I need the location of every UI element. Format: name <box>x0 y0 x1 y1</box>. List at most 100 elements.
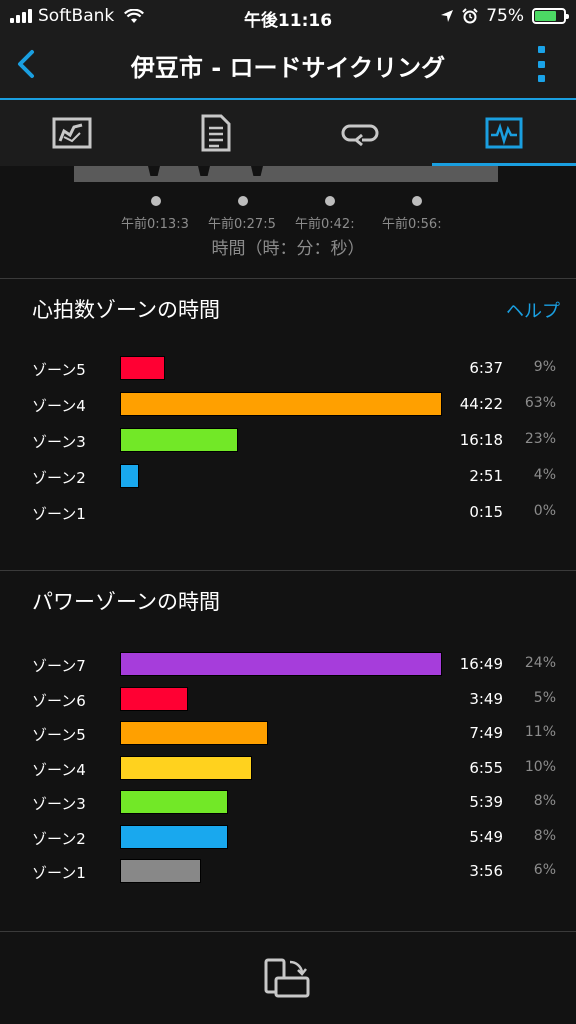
zone-time: 5:49 <box>469 827 503 846</box>
zone-bar <box>120 428 238 452</box>
more-menu-button[interactable] <box>534 46 548 82</box>
section-divider <box>0 931 576 932</box>
wifi-icon <box>124 8 145 23</box>
more-dot-icon <box>537 60 545 68</box>
zone-row: ゾーン5 7:49 11% <box>0 717 576 751</box>
carrier-name: SoftBank <box>38 6 115 26</box>
more-dot-icon <box>537 75 545 82</box>
zone-time: 44:22 <box>459 395 503 413</box>
battery-percent: 75% <box>486 6 524 26</box>
zone-label: ゾーン2 <box>32 469 86 487</box>
status-right: 75% <box>440 6 569 26</box>
location-arrow-icon <box>441 10 454 22</box>
tab-details[interactable] <box>144 100 288 166</box>
zone-time: 0:15 <box>469 503 503 521</box>
zone-row: ゾーン7 16:49 24% <box>0 648 576 682</box>
zone-bar <box>120 790 228 814</box>
zone-row: ゾーン1 0:15 0% <box>0 496 576 530</box>
axis-notch <box>251 166 263 176</box>
axis-notch <box>198 166 210 176</box>
zone-bar <box>120 652 442 676</box>
zone-percent: 24% <box>524 655 556 671</box>
help-link[interactable]: ヘルプ <box>506 301 560 322</box>
zone-percent: 10% <box>524 758 556 775</box>
axis-tick-label: 午前0:56: <box>382 217 442 232</box>
axis-dot <box>412 196 422 206</box>
app-header: 伊豆市 - ロードサイクリング <box>0 32 576 98</box>
zone-percent: 9% <box>533 359 556 375</box>
zone-percent: 4% <box>533 467 556 483</box>
status-bar: SoftBank 午後11:16 75% <box>0 0 576 32</box>
back-button[interactable] <box>8 44 48 84</box>
zone-percent: 0% <box>533 503 556 519</box>
zone-percent: 8% <box>533 793 556 809</box>
zone-percent: 23% <box>524 431 556 447</box>
zone-time: 6:37 <box>469 359 503 377</box>
axis-tick-label: 午前0:13:3 <box>121 217 189 232</box>
zone-label: ゾーン1 <box>32 864 86 882</box>
zone-label: ゾーン3 <box>32 433 86 451</box>
battery-icon <box>532 8 569 24</box>
page-title: 伊豆市 - ロードサイクリング <box>130 54 446 82</box>
header-divider <box>0 98 576 100</box>
zone-row: ゾーン2 2:51 4% <box>0 460 576 494</box>
laps-loop-icon <box>341 124 379 147</box>
zone-bar <box>120 356 165 380</box>
section-divider <box>0 570 576 571</box>
zone-bar <box>120 859 201 883</box>
zone-label: ゾーン5 <box>32 726 86 744</box>
zone-label: ゾーン5 <box>32 361 86 379</box>
zone-percent: 11% <box>524 724 556 740</box>
axis-dot <box>151 196 161 206</box>
map-stats-icon <box>52 117 92 149</box>
time-axis: 午前0:13:3 午前0:27:5 午前0:42: 午前0:56: 時間（時：分… <box>0 166 576 278</box>
signal-icon <box>10 9 32 23</box>
zone-bar <box>120 392 442 416</box>
section-divider <box>0 278 576 279</box>
zone-row: ゾーン3 5:39 8% <box>0 786 576 820</box>
axis-notch <box>148 166 160 176</box>
zone-percent: 5% <box>533 689 556 706</box>
axis-tick-label: 午前0:27:5 <box>208 217 276 232</box>
tab-charts[interactable] <box>432 100 576 166</box>
axis-dot <box>238 196 248 206</box>
zone-time: 2:51 <box>469 467 503 485</box>
axis-title: 時間（時：分：秒） <box>211 239 365 259</box>
axis-dot <box>325 196 335 206</box>
zone-label: ゾーン4 <box>32 760 86 779</box>
rotate-device-button[interactable] <box>264 956 312 1002</box>
battery-level <box>535 11 556 21</box>
zone-row: ゾーン4 6:55 10% <box>0 752 576 786</box>
zone-label: ゾーン7 <box>32 657 86 675</box>
heart-rate-zones-title: 心拍数ゾーンの時間 <box>32 298 220 322</box>
zone-bar <box>120 824 228 849</box>
zone-row: ゾーン4 44:22 63% <box>0 388 576 422</box>
bottom-bar <box>0 932 576 1024</box>
more-dot-icon <box>537 46 545 53</box>
zone-percent: 8% <box>533 827 556 844</box>
zone-label: ゾーン6 <box>32 691 86 710</box>
zone-row: ゾーン3 16:18 23% <box>0 424 576 458</box>
zone-time: 16:18 <box>459 431 503 449</box>
status-left: SoftBank <box>10 6 145 26</box>
axis-bar <box>74 166 498 182</box>
zone-row: ゾーン2 5:49 8% <box>0 821 576 855</box>
zone-time: 6:55 <box>469 758 503 777</box>
zone-time: 16:49 <box>459 655 503 673</box>
zone-percent: 63% <box>524 395 556 411</box>
zone-label: ゾーン4 <box>32 397 86 415</box>
zone-percent: 6% <box>533 862 556 878</box>
zone-bar <box>120 686 188 711</box>
zone-time: 5:39 <box>469 793 503 811</box>
zone-label: ゾーン1 <box>32 505 86 523</box>
tab-map-stats[interactable] <box>0 100 144 166</box>
details-list-icon <box>201 114 231 152</box>
tab-laps[interactable] <box>288 100 432 166</box>
tab-bar <box>0 100 576 166</box>
zone-bar <box>120 464 139 488</box>
alarm-clock-icon <box>462 8 478 24</box>
power-zones-title: パワーゾーンの時間 <box>32 590 220 614</box>
zone-time: 7:49 <box>469 724 503 742</box>
zone-row: ゾーン6 3:49 5% <box>0 683 576 717</box>
zone-row: ゾーン5 6:37 9% <box>0 352 576 386</box>
